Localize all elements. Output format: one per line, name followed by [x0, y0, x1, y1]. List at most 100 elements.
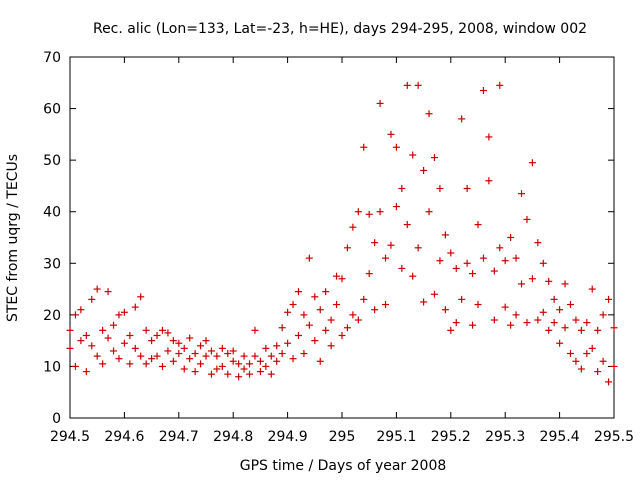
data-point — [523, 319, 531, 327]
data-point — [104, 288, 112, 296]
data-point — [496, 244, 504, 252]
data-point — [343, 324, 351, 332]
data-point — [382, 254, 390, 262]
data-point — [142, 360, 150, 368]
data-point — [420, 298, 428, 306]
data-point — [142, 326, 150, 334]
data-point — [289, 355, 297, 363]
data-point — [447, 326, 455, 334]
data-point — [566, 301, 574, 309]
data-point — [251, 326, 259, 334]
data-point — [169, 357, 177, 365]
data-point — [300, 350, 308, 358]
data-point — [126, 360, 134, 368]
data-point — [158, 326, 166, 334]
y-tick-label: 20 — [43, 308, 61, 324]
data-point — [153, 331, 161, 339]
data-point — [186, 355, 194, 363]
data-point — [267, 370, 275, 378]
data-point — [392, 143, 400, 151]
data-point — [71, 362, 79, 370]
data-point — [322, 326, 330, 334]
data-point — [518, 190, 526, 198]
data-point — [414, 81, 422, 89]
data-point — [436, 185, 444, 193]
data-point — [534, 316, 542, 324]
plot-area — [66, 81, 618, 386]
y-tick-label: 10 — [43, 359, 61, 375]
data-point — [120, 308, 128, 316]
data-point — [115, 355, 123, 363]
data-point — [240, 352, 248, 360]
data-point — [278, 324, 286, 332]
data-point — [131, 303, 139, 311]
data-point — [441, 306, 449, 314]
data-point — [605, 378, 613, 386]
data-point — [88, 295, 96, 303]
data-point — [311, 337, 319, 345]
data-point — [284, 339, 292, 347]
data-point — [120, 339, 128, 347]
data-point — [343, 244, 351, 252]
data-point — [398, 185, 406, 193]
y-tick-label: 30 — [43, 256, 61, 272]
data-point — [577, 326, 585, 334]
data-point — [235, 373, 243, 381]
data-point — [409, 272, 417, 280]
data-point — [556, 339, 564, 347]
x-tick-label: 294.9 — [268, 429, 308, 445]
data-point — [425, 110, 433, 118]
data-point — [528, 159, 536, 167]
data-point — [66, 326, 74, 334]
data-point — [550, 319, 558, 327]
data-point — [469, 321, 477, 329]
data-point — [316, 357, 324, 365]
data-point — [229, 357, 237, 365]
data-point — [202, 337, 210, 345]
data-point — [360, 295, 368, 303]
data-point — [77, 306, 85, 314]
data-point — [610, 362, 618, 370]
data-point — [430, 154, 438, 162]
data-point — [213, 352, 221, 360]
data-point — [137, 293, 145, 301]
data-point — [126, 331, 134, 339]
data-point — [218, 344, 226, 352]
data-point — [501, 303, 509, 311]
data-point — [594, 326, 602, 334]
data-point — [93, 352, 101, 360]
y-axis-label: STEC from uqrg / TECUs — [5, 154, 21, 322]
x-tick-label: 295.3 — [485, 429, 525, 445]
data-point — [436, 257, 444, 265]
data-point — [420, 166, 428, 174]
data-point — [137, 352, 145, 360]
data-point — [447, 249, 455, 257]
data-point — [365, 270, 373, 278]
data-point — [115, 311, 123, 319]
y-tick-label: 70 — [43, 50, 61, 66]
data-point — [224, 350, 232, 358]
x-tick-label: 294.6 — [104, 429, 144, 445]
data-point — [371, 239, 379, 247]
data-point — [327, 342, 335, 350]
data-point — [583, 319, 591, 327]
data-point — [77, 337, 85, 345]
data-point — [153, 352, 161, 360]
data-point — [474, 221, 482, 229]
data-point — [311, 293, 319, 301]
data-point — [485, 177, 493, 185]
data-point — [300, 311, 308, 319]
data-point — [561, 280, 569, 288]
data-point — [588, 344, 596, 352]
data-point — [338, 331, 346, 339]
data-point — [452, 319, 460, 327]
x-tick-label: 295.2 — [431, 429, 471, 445]
data-point — [518, 280, 526, 288]
data-point — [425, 208, 433, 216]
data-point — [197, 360, 205, 368]
x-tick-label: 295 — [329, 429, 356, 445]
x-tick-label: 294.7 — [159, 429, 199, 445]
data-point — [599, 311, 607, 319]
data-point — [110, 347, 118, 355]
